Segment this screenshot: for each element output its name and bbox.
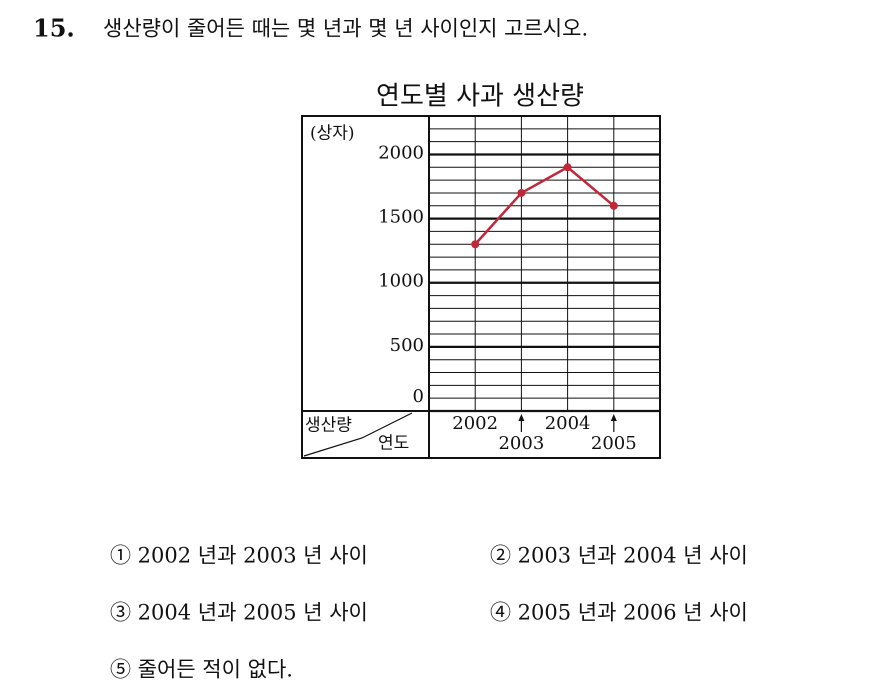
choice: ① 2002 년과 2003 년 사이 bbox=[110, 544, 368, 568]
question-text: 생산량이 줄어든 때는 몇 년과 몇 년 사이인지 고르시오. bbox=[103, 17, 588, 41]
x-tick-label: 2005 bbox=[591, 433, 637, 454]
x-tick-label: 2003 bbox=[498, 433, 544, 454]
chart-title: 연도별 사과 생산량 bbox=[376, 82, 584, 112]
point bbox=[609, 201, 618, 210]
corner-label: 생산량 bbox=[305, 416, 352, 436]
choice: ③ 2004 년과 2005 년 사이 bbox=[110, 601, 368, 625]
point bbox=[563, 163, 572, 172]
arrow-head bbox=[518, 414, 525, 421]
choice: ④ 2005 년과 2006 년 사이 bbox=[490, 601, 748, 625]
chart bbox=[429, 116, 660, 413]
point bbox=[471, 240, 480, 249]
x-tick-label: 2002 bbox=[452, 413, 498, 434]
y-tick-label: 500 bbox=[390, 335, 424, 356]
y-tick-label: 1500 bbox=[378, 207, 424, 228]
y-tick-label: 1000 bbox=[378, 271, 424, 292]
y-tick-label: 2000 bbox=[378, 142, 424, 163]
corner-label: 연도 bbox=[378, 434, 409, 454]
y-axis-label: (상자) bbox=[310, 124, 355, 144]
arrow-head bbox=[610, 414, 617, 421]
frame bbox=[301, 115, 661, 459]
corner-divider bbox=[303, 412, 413, 457]
x-tick-label: 2004 bbox=[545, 413, 591, 434]
y-tick-label: 0 bbox=[413, 386, 424, 407]
question-number: 15. bbox=[33, 14, 75, 43]
series-line bbox=[474, 165, 615, 246]
point bbox=[517, 188, 526, 197]
choice: ② 2003 년과 2004 년 사이 bbox=[490, 544, 748, 568]
choice: ⑤ 줄어든 적이 없다. bbox=[110, 658, 293, 682]
